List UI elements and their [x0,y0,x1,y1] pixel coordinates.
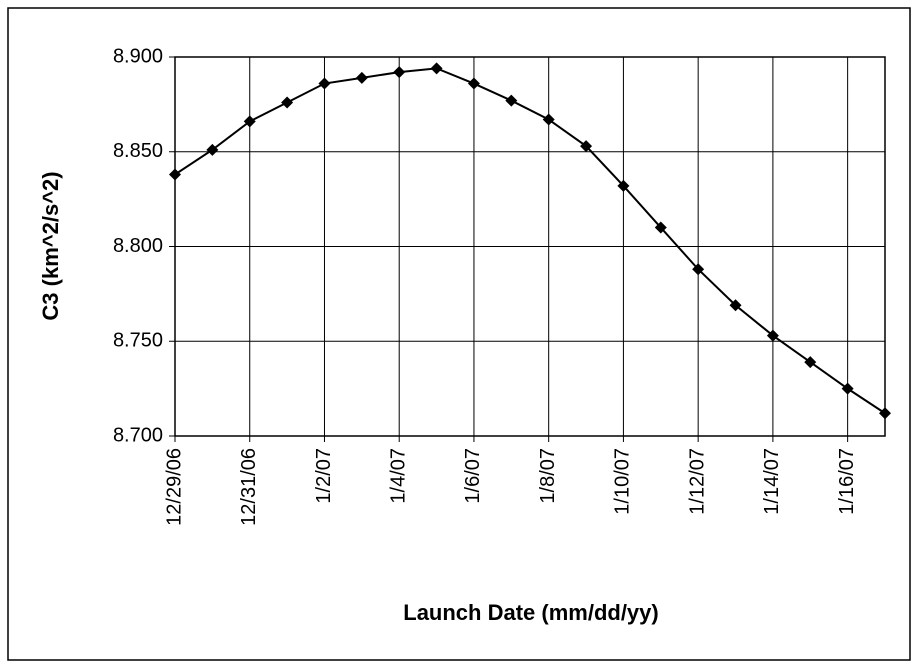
marker [542,113,555,126]
marker [169,168,181,181]
marker [318,77,331,90]
x-tick-label: 1/16/07 [836,448,858,515]
marker [206,143,219,156]
y-tick-label: 8.850 [113,140,163,162]
marker [430,62,443,75]
x-tick-label: 1/12/07 [686,448,708,515]
y-tick-label: 8.800 [113,235,163,257]
x-tick-label: 1/10/07 [612,448,634,515]
marker [281,96,294,109]
x-axis-title: Launch Date (mm/dd/yy) [403,600,658,625]
x-tick-label: 1/2/07 [313,448,335,504]
y-axis-title: C3 (km^2/s^2) [38,171,63,320]
marker [766,329,779,342]
marker [654,221,667,234]
x-tick-label: 1/14/07 [761,448,783,515]
x-tick-label: 12/31/06 [238,448,260,526]
marker [393,66,406,79]
marker [617,179,630,192]
marker [580,140,593,153]
marker [467,77,480,90]
marker [841,382,854,395]
chart-border [7,7,911,661]
line [174,67,886,415]
x-tick-label: 1/4/07 [387,448,409,504]
marker [692,263,705,276]
x-tick-label: 1/8/07 [537,448,559,504]
marker [729,299,742,312]
y-tick-label: 8.900 [113,45,163,67]
x-tick-label: 1/6/07 [462,448,484,504]
marker [355,71,368,84]
x-tick-label: 12/29/06 [163,448,185,526]
marker [879,407,891,420]
y-tick-label: 8.750 [113,330,163,352]
marker [243,115,256,128]
marker [505,94,518,107]
marker [804,356,817,369]
y-tick-label: 8.700 [113,424,163,446]
